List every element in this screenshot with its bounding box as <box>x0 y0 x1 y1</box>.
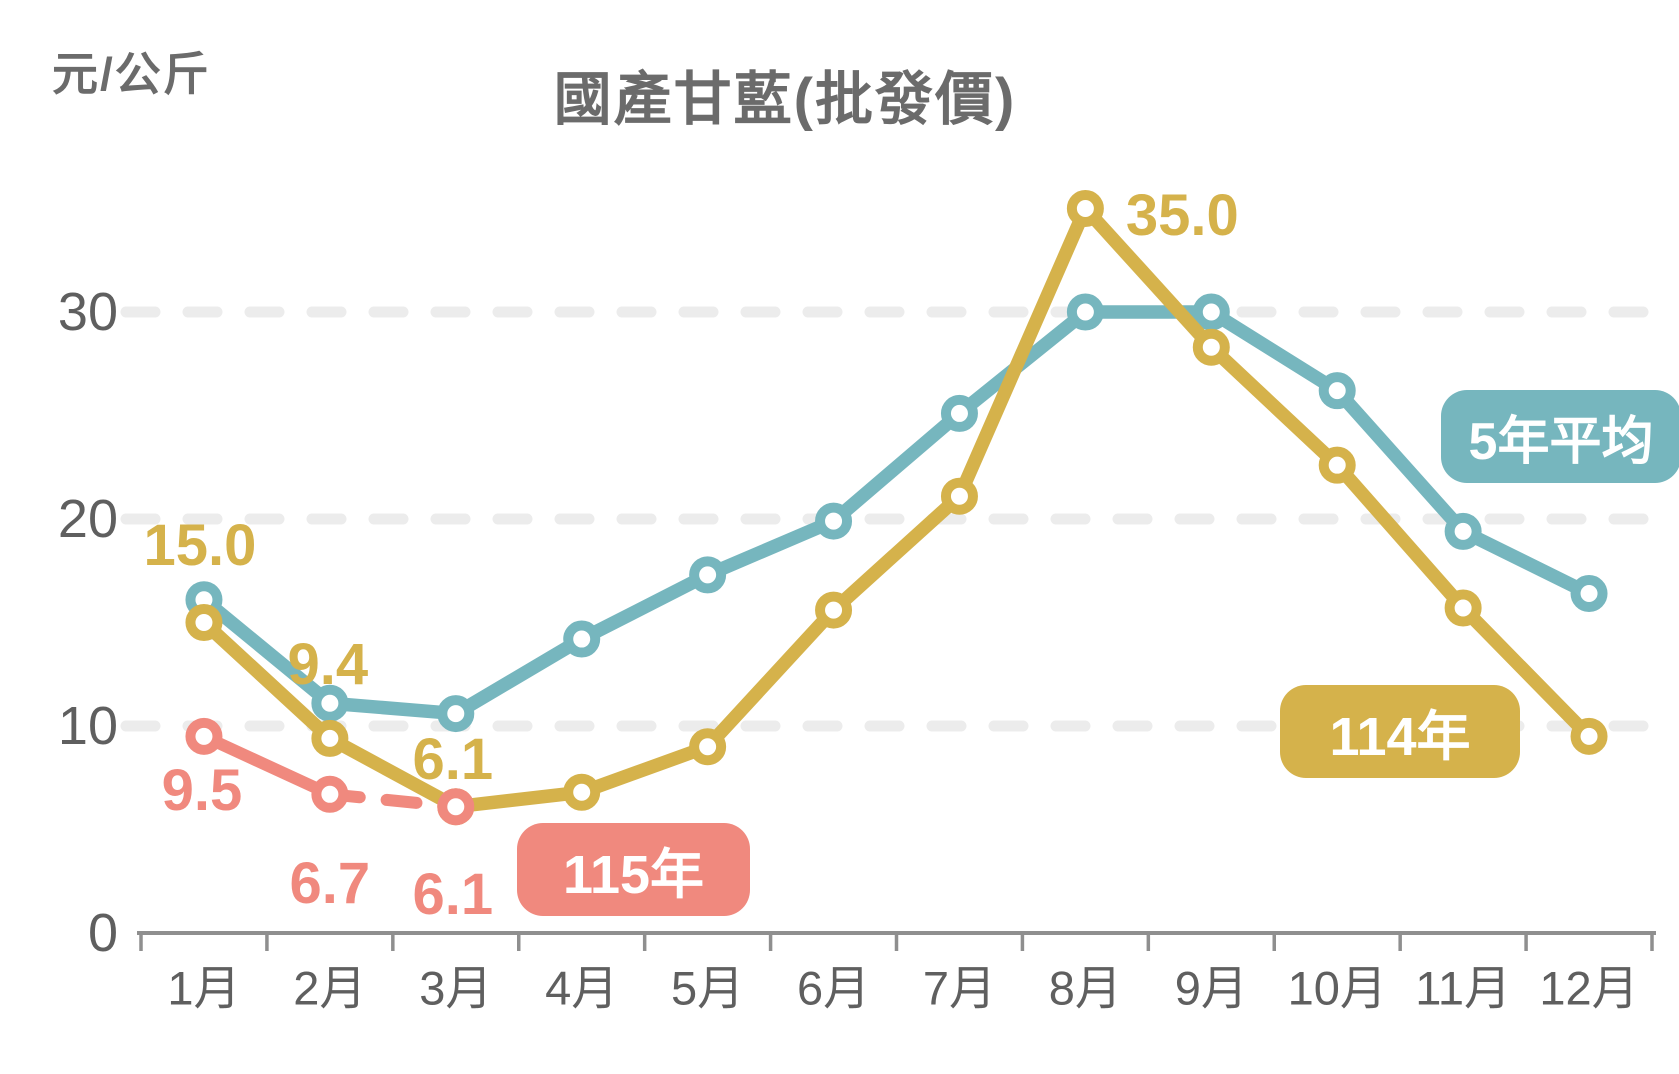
series-line-5年平均 <box>197 592 337 710</box>
point-label-114年-2月: 9.4 <box>288 632 369 697</box>
x-tick-label-12: 12月 <box>1539 962 1638 1015</box>
point-label-115年-3月: 6.1 <box>412 862 493 927</box>
point-label-115年-2月: 6.7 <box>290 851 371 916</box>
data-point-114年-9月 <box>1192 328 1230 366</box>
series-line-114年 <box>197 615 337 746</box>
data-point-5年平均-9月 <box>1192 293 1230 331</box>
series-line-5年平均 <box>826 406 967 528</box>
x-tick-label-3: 3月 <box>419 962 492 1015</box>
data-point-114年-2月 <box>311 719 349 757</box>
x-tick-label-1: 1月 <box>167 962 240 1015</box>
y-tick-label-20: 20 <box>58 489 118 549</box>
series-line-114年 <box>826 489 967 617</box>
x-tick-label-8: 8月 <box>1049 962 1122 1015</box>
series-line-115年 <box>197 730 336 801</box>
series-line-114年 <box>574 739 715 799</box>
data-point-114年-8月 <box>1066 190 1104 227</box>
x-tick-label-7: 7月 <box>923 962 996 1015</box>
y-tick-label-30: 30 <box>58 282 118 342</box>
data-point-5年平均-6月 <box>815 502 853 540</box>
x-tick-label-2: 2月 <box>293 962 366 1015</box>
data-point-114年-4月 <box>563 773 601 811</box>
data-point-114年-11月 <box>1444 589 1482 627</box>
x-tick-label-10: 10月 <box>1288 962 1387 1015</box>
data-point-115年-2月 <box>311 775 349 813</box>
x-tick-label-9: 9月 <box>1175 962 1248 1015</box>
data-point-114年-7月 <box>940 477 978 515</box>
y-axis-unit-label: 元/公斤 <box>52 48 211 100</box>
series-line-114年 <box>1330 458 1470 615</box>
series-line-5年平均 <box>574 568 715 646</box>
series-line-5年平均 <box>1204 305 1344 398</box>
series-line-5年平均 <box>1456 524 1596 601</box>
series-line-5年平均 <box>323 696 463 721</box>
series-line-114年 <box>952 201 1093 503</box>
legend-badge-5yr-average: 5年平均 <box>1441 390 1679 483</box>
series-line-114年 <box>323 731 463 814</box>
x-tick-label-11: 11月 <box>1415 962 1511 1015</box>
data-point-5年平均-3月 <box>437 695 475 733</box>
data-point-115年-1月 <box>185 717 223 755</box>
x-tick-label-6: 6月 <box>797 962 870 1015</box>
point-label-114年-1月: 15.0 <box>144 513 257 578</box>
data-point-114年-10月 <box>1318 446 1356 484</box>
series-line-114年 <box>1456 601 1596 744</box>
series-line-5年平均 <box>700 514 841 582</box>
data-point-5年平均-12月 <box>1570 575 1608 613</box>
series-line-114年 <box>449 785 589 814</box>
data-point-114年-5月 <box>689 728 727 766</box>
point-label-114年-3月: 6.1 <box>412 727 493 792</box>
data-point-114年-12月 <box>1570 717 1608 755</box>
data-point-5年平均-7月 <box>940 394 978 432</box>
data-point-5年平均-5月 <box>689 556 727 594</box>
legend-badge-year-115: 115年 <box>517 823 750 916</box>
series-line-115年 <box>323 788 462 813</box>
point-label-115年-1月: 9.5 <box>162 758 243 823</box>
series-line-5年平均 <box>1330 383 1470 539</box>
data-point-5年平均-4月 <box>563 620 601 658</box>
data-point-114年-1月 <box>185 604 223 641</box>
series-line-114年 <box>700 603 841 754</box>
series-line-114年 <box>1204 340 1344 472</box>
series-line-114年 <box>1078 201 1219 354</box>
legend-badge-year-114: 114年 <box>1280 685 1520 778</box>
data-point-5年平均-11月 <box>1444 512 1482 550</box>
y-tick-label-10: 10 <box>58 696 118 756</box>
data-point-114年-6月 <box>815 591 853 629</box>
x-tick-label-4: 4月 <box>545 962 618 1015</box>
chart-title: 國產甘藍(批發價) <box>553 67 1017 132</box>
x-tick-label-5: 5月 <box>671 962 744 1015</box>
y-tick-label-0: 0 <box>88 903 118 963</box>
data-point-5年平均-8月 <box>1066 293 1104 331</box>
series-line-5年平均 <box>449 632 589 721</box>
data-point-5年平均-10月 <box>1318 372 1356 410</box>
data-point-115年-3月 <box>437 788 475 826</box>
point-label-114年-8月: 35.0 <box>1126 183 1239 248</box>
data-point-5年平均-2月 <box>311 684 349 722</box>
